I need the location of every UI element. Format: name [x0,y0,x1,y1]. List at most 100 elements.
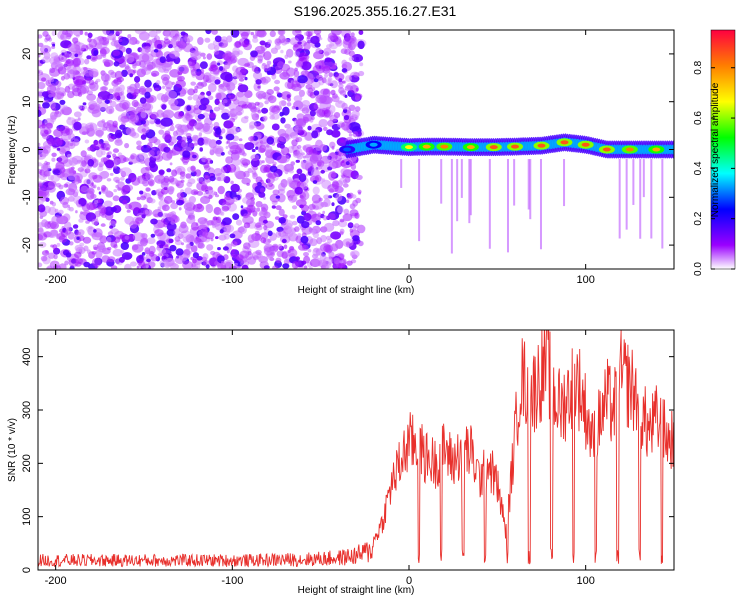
noise-speck [49,101,56,109]
noise-speck [144,249,151,255]
noise-speck [138,260,146,268]
noise-speck [294,186,303,195]
noise-speck [80,150,87,158]
noise-speck [109,225,114,229]
noise-speck [311,229,316,236]
snr-x-tick-label: 100 [576,575,594,587]
noise-speck [88,79,95,86]
noise-speck [230,180,234,185]
noise-speck [56,127,60,131]
noise-speck [67,140,76,149]
noise-speck [84,58,90,65]
noise-speck [278,217,287,224]
noise-speck [109,100,117,108]
noise-speck [262,219,268,224]
noise-speck [344,94,348,98]
noise-speck [255,122,265,130]
noise-speck [197,137,205,146]
noise-speck [229,117,236,123]
noise-speck [107,33,117,41]
noise-speck [48,252,56,259]
noise-speck [187,250,192,254]
colorbar [710,29,736,270]
noise-speck [94,127,105,137]
noise-speck [105,147,110,151]
noise-speck [322,215,328,221]
heatmap-x-tick-label: -200 [45,274,67,286]
snr-y-tick-label: 100 [21,507,33,525]
noise-speck [213,50,220,55]
noise-speck [114,70,123,80]
noise-speck [87,146,93,152]
noise-speck [154,229,164,237]
noise-speck [38,233,44,241]
noise-speck [59,99,66,105]
noise-speck [345,199,350,203]
noise-speck [338,262,346,269]
noise-speck [205,30,212,35]
noise-speck [217,86,226,93]
noise-speck [130,261,137,267]
noise-speck [204,174,209,179]
noise-speck [58,235,68,243]
noise-speck [38,42,44,47]
noise-speck [54,208,59,213]
noise-speck [249,105,257,113]
signal-peak-center [466,145,475,150]
noise-speck [258,147,266,153]
noise-speck [303,41,311,51]
noise-speck [72,30,83,37]
noise-speck [220,260,225,265]
noise-speck [175,248,184,256]
noise-speck [277,244,283,249]
noise-speck [85,220,90,224]
noise-speck [87,32,93,39]
noise-speck [186,243,192,249]
noise-speck [291,139,298,147]
signal-peak-center [343,147,352,152]
noise-speck [38,262,43,268]
noise-speck [110,265,118,269]
noise-speck [190,165,196,172]
noise-speck [277,193,286,203]
signal-peak-center [369,142,378,147]
noise-speck [67,173,77,181]
noise-speck [156,80,161,85]
noise-speck [226,250,230,254]
noise-speck [194,122,204,130]
noise-speck [147,142,153,149]
noise-speck [162,85,166,90]
noise-speck [342,80,347,84]
noise-speck [59,125,70,134]
noise-speck [141,214,146,219]
noise-speck [277,30,286,36]
noise-speck [132,63,137,69]
noise-speck [163,221,168,228]
noise-speck [146,258,151,263]
noise-speck [119,167,132,177]
noise-speck [247,168,253,173]
noise-speck [293,75,299,82]
noise-speck [119,124,126,130]
noise-speck [111,80,119,87]
noise-speck [329,162,337,168]
noise-speck [113,165,117,169]
noise-speck [297,61,304,67]
noise-speck [140,134,147,140]
noise-speck [45,34,51,41]
noise-speck [283,244,288,250]
noise-speck [146,64,154,71]
noise-speck [176,75,185,82]
noise-speck [355,87,359,92]
noise-speck [163,110,171,119]
noise-speck [83,67,94,77]
noise-speck [329,141,336,149]
noise-speck [190,189,199,196]
noise-speck [358,191,362,195]
noise-speck [160,117,173,127]
noise-speck [112,195,120,202]
noise-speck [105,159,115,169]
noise-speck [110,40,119,47]
noise-speck [318,37,323,41]
